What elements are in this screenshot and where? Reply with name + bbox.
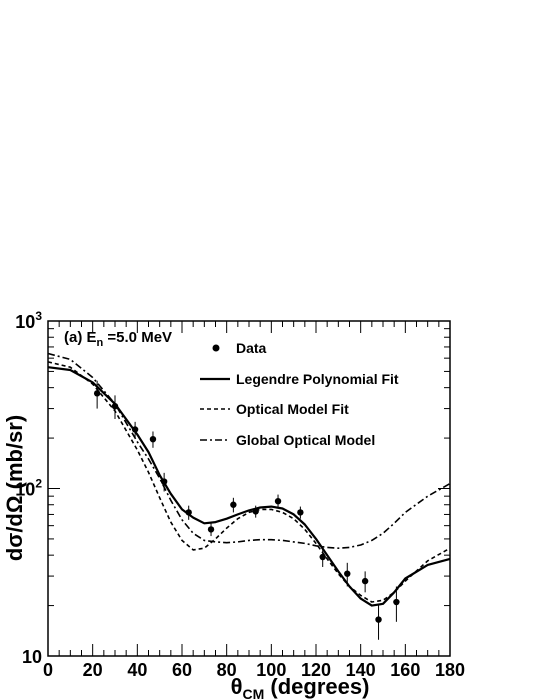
series-line xyxy=(47,352,451,549)
data-point xyxy=(160,478,168,485)
data-point xyxy=(185,509,192,516)
data-point xyxy=(111,402,119,410)
data-point xyxy=(393,598,400,606)
legend-label: Optical Model Fit xyxy=(236,401,349,417)
x-tick-label: 180 xyxy=(435,660,465,680)
series-line xyxy=(47,361,451,603)
data-point xyxy=(297,509,304,516)
legend-label: Global Optical Model xyxy=(236,432,375,448)
data-point xyxy=(361,577,369,585)
x-tick-label: 100 xyxy=(256,660,286,680)
x-tick-label: 140 xyxy=(346,660,376,680)
y-tick-label: 102 xyxy=(15,477,42,500)
axis-ticks xyxy=(47,321,451,657)
series-line xyxy=(47,366,451,607)
data-point xyxy=(230,501,237,508)
x-tick-label: 160 xyxy=(390,660,420,680)
data-point xyxy=(149,435,157,443)
data-point xyxy=(93,390,101,397)
data-point xyxy=(274,497,282,505)
data-point xyxy=(207,526,215,533)
legend-label: Data xyxy=(236,340,267,356)
legend: Data Legendre Polynomial Fit Optical Model… xyxy=(200,340,399,448)
x-tick-label: 80 xyxy=(217,660,237,680)
x-tick-label: 120 xyxy=(301,660,331,680)
x-tick-label: 0 xyxy=(43,660,53,680)
x-axis-title: θCM (degrees) xyxy=(231,674,370,699)
x-tick-label: 60 xyxy=(172,660,192,680)
tick-labels: 0 20 40 60 80 100 120 140 160 180 10 102 103 xyxy=(15,309,465,680)
y-tick-label: 103 xyxy=(15,309,42,332)
legend-label: Legendre Polynomial Fit xyxy=(236,371,399,387)
y-tick-label: 10 xyxy=(22,647,42,667)
data-points xyxy=(93,380,400,640)
energy-annotation: (a) En =5.0 MeV xyxy=(64,329,172,349)
y-axis-title: dσ/dΩ (mb/sr) xyxy=(2,415,27,561)
data-point xyxy=(252,508,259,515)
data-point xyxy=(131,426,139,433)
fit-curves xyxy=(47,352,451,607)
legend-marker xyxy=(212,344,220,352)
data-point xyxy=(319,553,326,561)
x-tick-label: 40 xyxy=(127,660,147,680)
data-point xyxy=(344,570,351,577)
data-point xyxy=(375,616,382,623)
x-tick-label: 20 xyxy=(83,660,103,680)
